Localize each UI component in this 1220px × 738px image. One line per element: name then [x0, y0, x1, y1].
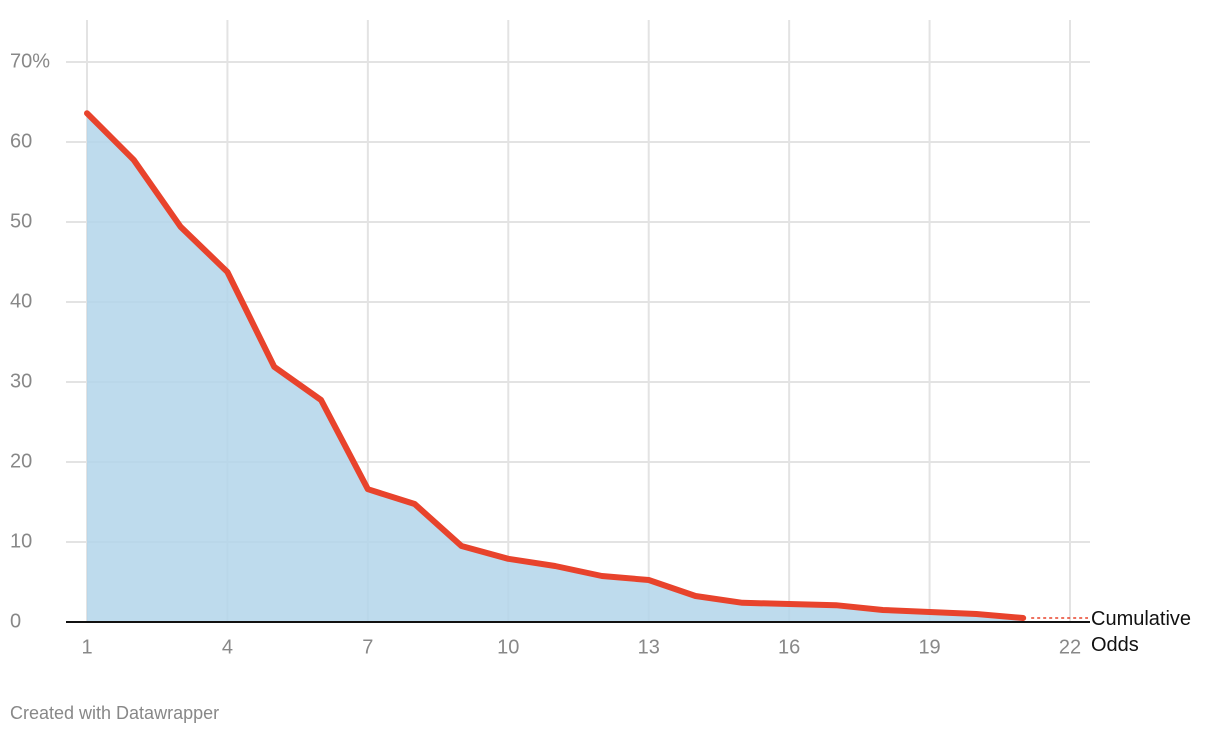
x-tick-label: 1 [81, 636, 92, 658]
y-tick-label: 50 [10, 210, 32, 232]
y-tick-label: 10 [10, 530, 32, 552]
x-tick-label: 10 [497, 636, 519, 658]
y-tick-label: 40 [10, 290, 32, 312]
x-tick-label: 22 [1059, 636, 1081, 658]
x-tick-label: 7 [362, 636, 373, 658]
x-tick-label: 13 [638, 636, 660, 658]
y-tick-label: 60 [10, 130, 32, 152]
x-tick-label: 16 [778, 636, 800, 658]
y-tick-label: 30 [10, 370, 32, 392]
footer: Created with Datawrapper [10, 703, 220, 723]
x-tick-label: 4 [222, 636, 233, 658]
y-tick-label: 70% [10, 50, 50, 72]
area [87, 113, 1024, 622]
series-label: Cumulative Odds [1091, 608, 1192, 656]
line [84, 110, 1027, 621]
y-tick-label: 0 [10, 610, 21, 632]
x-tick-label: 19 [918, 636, 940, 658]
y-tick-label: 20 [10, 450, 32, 472]
